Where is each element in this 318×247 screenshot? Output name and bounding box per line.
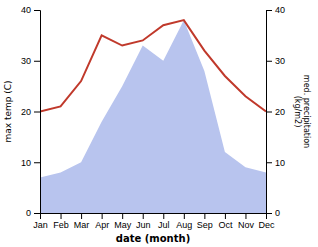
tick-mark <box>34 162 40 163</box>
x-axis-title: date (month) <box>116 233 190 244</box>
tick-label: 10 <box>275 158 285 168</box>
tick: 20 <box>266 107 285 117</box>
tick-label: Sep <box>197 220 213 230</box>
tick-label: Dec <box>258 220 275 230</box>
x-axis: Jan Feb Mar Apr May Jun Jul Aug Sep Oct NovDec <box>33 213 275 230</box>
axis-line <box>267 11 273 214</box>
tick-label: Jan <box>33 220 48 230</box>
tick-label: May <box>114 220 132 230</box>
tick-mark <box>204 213 205 219</box>
tick-mark <box>81 213 82 219</box>
tick: 10 <box>21 158 40 168</box>
tick-label: Jul <box>158 220 170 230</box>
line <box>40 20 266 111</box>
y2-axis: 0 10 20 30 40 <box>266 5 285 218</box>
tick: 40 <box>266 5 285 15</box>
tick: Dec <box>258 213 275 230</box>
tick: Sep <box>197 213 213 230</box>
axis-line <box>41 214 267 220</box>
tick-label: 0 <box>26 208 31 218</box>
title-line: med. precipitation <box>302 75 311 148</box>
tick: Aug <box>176 213 192 230</box>
tick-mark <box>34 112 40 113</box>
marks <box>40 20 266 213</box>
tick-label: 10 <box>21 158 31 168</box>
tick: 0 <box>266 208 280 218</box>
tick: 40 <box>21 5 40 15</box>
tick-label: 30 <box>275 56 285 66</box>
tick-label: Mar <box>74 220 90 230</box>
tick: 30 <box>21 56 40 66</box>
tick: Nov <box>238 213 255 230</box>
tick-mark <box>61 213 62 219</box>
title-line: (kg/m2) <box>293 96 302 128</box>
tick: Feb <box>53 213 69 230</box>
axis-line <box>34 11 41 214</box>
tick-mark <box>266 10 272 11</box>
tick-label: 40 <box>21 5 31 15</box>
tick: Jan <box>33 213 48 230</box>
y-axis: 0 10 20 30 40 <box>21 5 41 218</box>
tick-label: 0 <box>275 208 280 218</box>
tick-mark <box>266 162 272 163</box>
tick-label: Jun <box>136 220 151 230</box>
tick: 30 <box>266 56 285 66</box>
tick-mark <box>245 213 246 219</box>
tick-mark <box>225 213 226 219</box>
tick: 0 <box>26 208 40 218</box>
tick-mark <box>266 61 272 62</box>
tick-label: 30 <box>21 56 31 66</box>
area <box>40 20 266 213</box>
tick-label: Nov <box>238 220 255 230</box>
tick: May <box>114 213 132 230</box>
tick: Mar <box>74 213 90 230</box>
tick-mark <box>34 10 40 11</box>
tick-label: Aug <box>176 220 192 230</box>
tick-mark <box>143 213 144 219</box>
tick-label: 20 <box>275 107 285 117</box>
tick: Jun <box>136 213 151 230</box>
tick-mark <box>163 213 164 219</box>
tick-label: Oct <box>218 220 233 230</box>
tick-label: Apr <box>95 220 109 230</box>
chart: JanFebMarAprMayJunJulAugSepOctNovDec0102… <box>0 0 318 247</box>
tick: Oct <box>218 213 233 230</box>
plot: JanFebMarAprMayJunJulAugSepOctNovDec0102… <box>21 5 285 230</box>
tick: 20 <box>21 107 40 117</box>
tick-mark <box>102 213 103 219</box>
tick: 10 <box>266 158 285 168</box>
tick-mark <box>34 213 40 214</box>
y-axis-title: max temp (C) <box>3 80 13 142</box>
tick-mark <box>266 112 272 113</box>
tick-mark <box>184 213 185 219</box>
y2-axis-title: med. precipitation(kg/m2) <box>293 75 311 148</box>
tick: Jul <box>158 213 170 230</box>
tick-mark <box>266 213 272 214</box>
tick-label: 40 <box>275 5 285 15</box>
tick-label: Feb <box>53 220 69 230</box>
tick-mark <box>122 213 123 219</box>
tick-mark <box>34 61 40 62</box>
tick: Apr <box>95 213 109 230</box>
tick-label: 20 <box>21 107 31 117</box>
